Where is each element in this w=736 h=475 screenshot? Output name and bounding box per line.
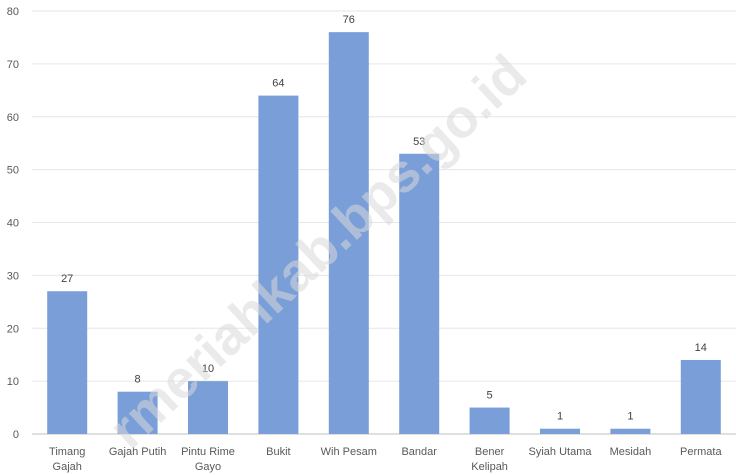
y-tick-label: 0 [13,429,19,441]
y-tick-label: 40 [7,218,19,230]
data-label: 14 [695,342,707,354]
bar [399,153,440,434]
x-tick-label: Gajah Putih [109,446,166,458]
bar [540,428,580,434]
x-tick-label-line: Bandar [401,446,437,458]
bar [680,359,721,434]
x-tick-label-line: Gayo [195,461,221,473]
y-tick-label: 10 [7,376,19,388]
x-tick-label-line: Kelipah [471,461,508,473]
x-tick-label: Permata [680,446,722,458]
bar [258,95,299,434]
data-label: 5 [487,390,493,402]
y-tick-label: 50 [7,165,19,177]
y-tick-label: 20 [7,323,19,335]
y-axis: 0 10 20 30 40 50 60 70 80 [7,6,19,441]
x-tick-label: Wih Pesam [321,446,377,458]
x-tick-label: Pintu Rime Gayo [181,446,235,473]
data-label: 8 [135,374,141,386]
x-tick-label-line: Mesidah [610,446,652,458]
x-tick-label: Timang Gajah [49,446,85,473]
x-tick-label: Mesidah [610,446,652,458]
bar [469,407,510,434]
x-tick-label-line: Gajah [53,461,82,473]
y-tick-label: 70 [7,59,19,71]
gridlines [32,10,736,435]
data-label: 10 [202,363,214,375]
bar [47,291,88,434]
x-tick-label-line: Bener [475,446,505,458]
data-label: 1 [557,411,563,423]
y-tick-label: 30 [7,270,19,282]
y-tick-label: 80 [7,6,19,18]
data-label: 64 [272,78,284,90]
data-label: 27 [61,273,73,285]
x-tick-label: Bukit [266,446,290,458]
data-label: 76 [343,14,355,26]
data-label: 1 [627,411,633,423]
watermark-text: rmeriahkab.bps.go.id [98,44,538,460]
x-tick-label-line: Permata [680,446,722,458]
bar [188,381,228,434]
bar [328,32,369,435]
x-tick-label: Bandar [401,446,437,458]
x-tick-label: Syiah Utama [529,446,593,458]
x-tick-label-line: Wih Pesam [321,446,377,458]
x-tick-label: Bener Kelipah [471,446,508,473]
x-tick-label-line: Gajah Putih [109,446,166,458]
x-tick-label-line: Timang [49,446,85,458]
data-labels: 27 8 10 64 76 53 5 1 1 14 [61,14,707,423]
bar [610,428,651,434]
y-tick-label: 60 [7,112,19,124]
data-label: 53 [413,136,425,148]
bar [117,391,158,434]
bars [47,32,721,435]
x-tick-label-line: Syiah Utama [529,446,593,458]
x-tick-label-line: Pintu Rime [181,446,235,458]
x-tick-label-line: Bukit [266,446,290,458]
x-axis: Timang Gajah Gajah Putih Pintu Rime Gayo Buki… [49,446,722,473]
